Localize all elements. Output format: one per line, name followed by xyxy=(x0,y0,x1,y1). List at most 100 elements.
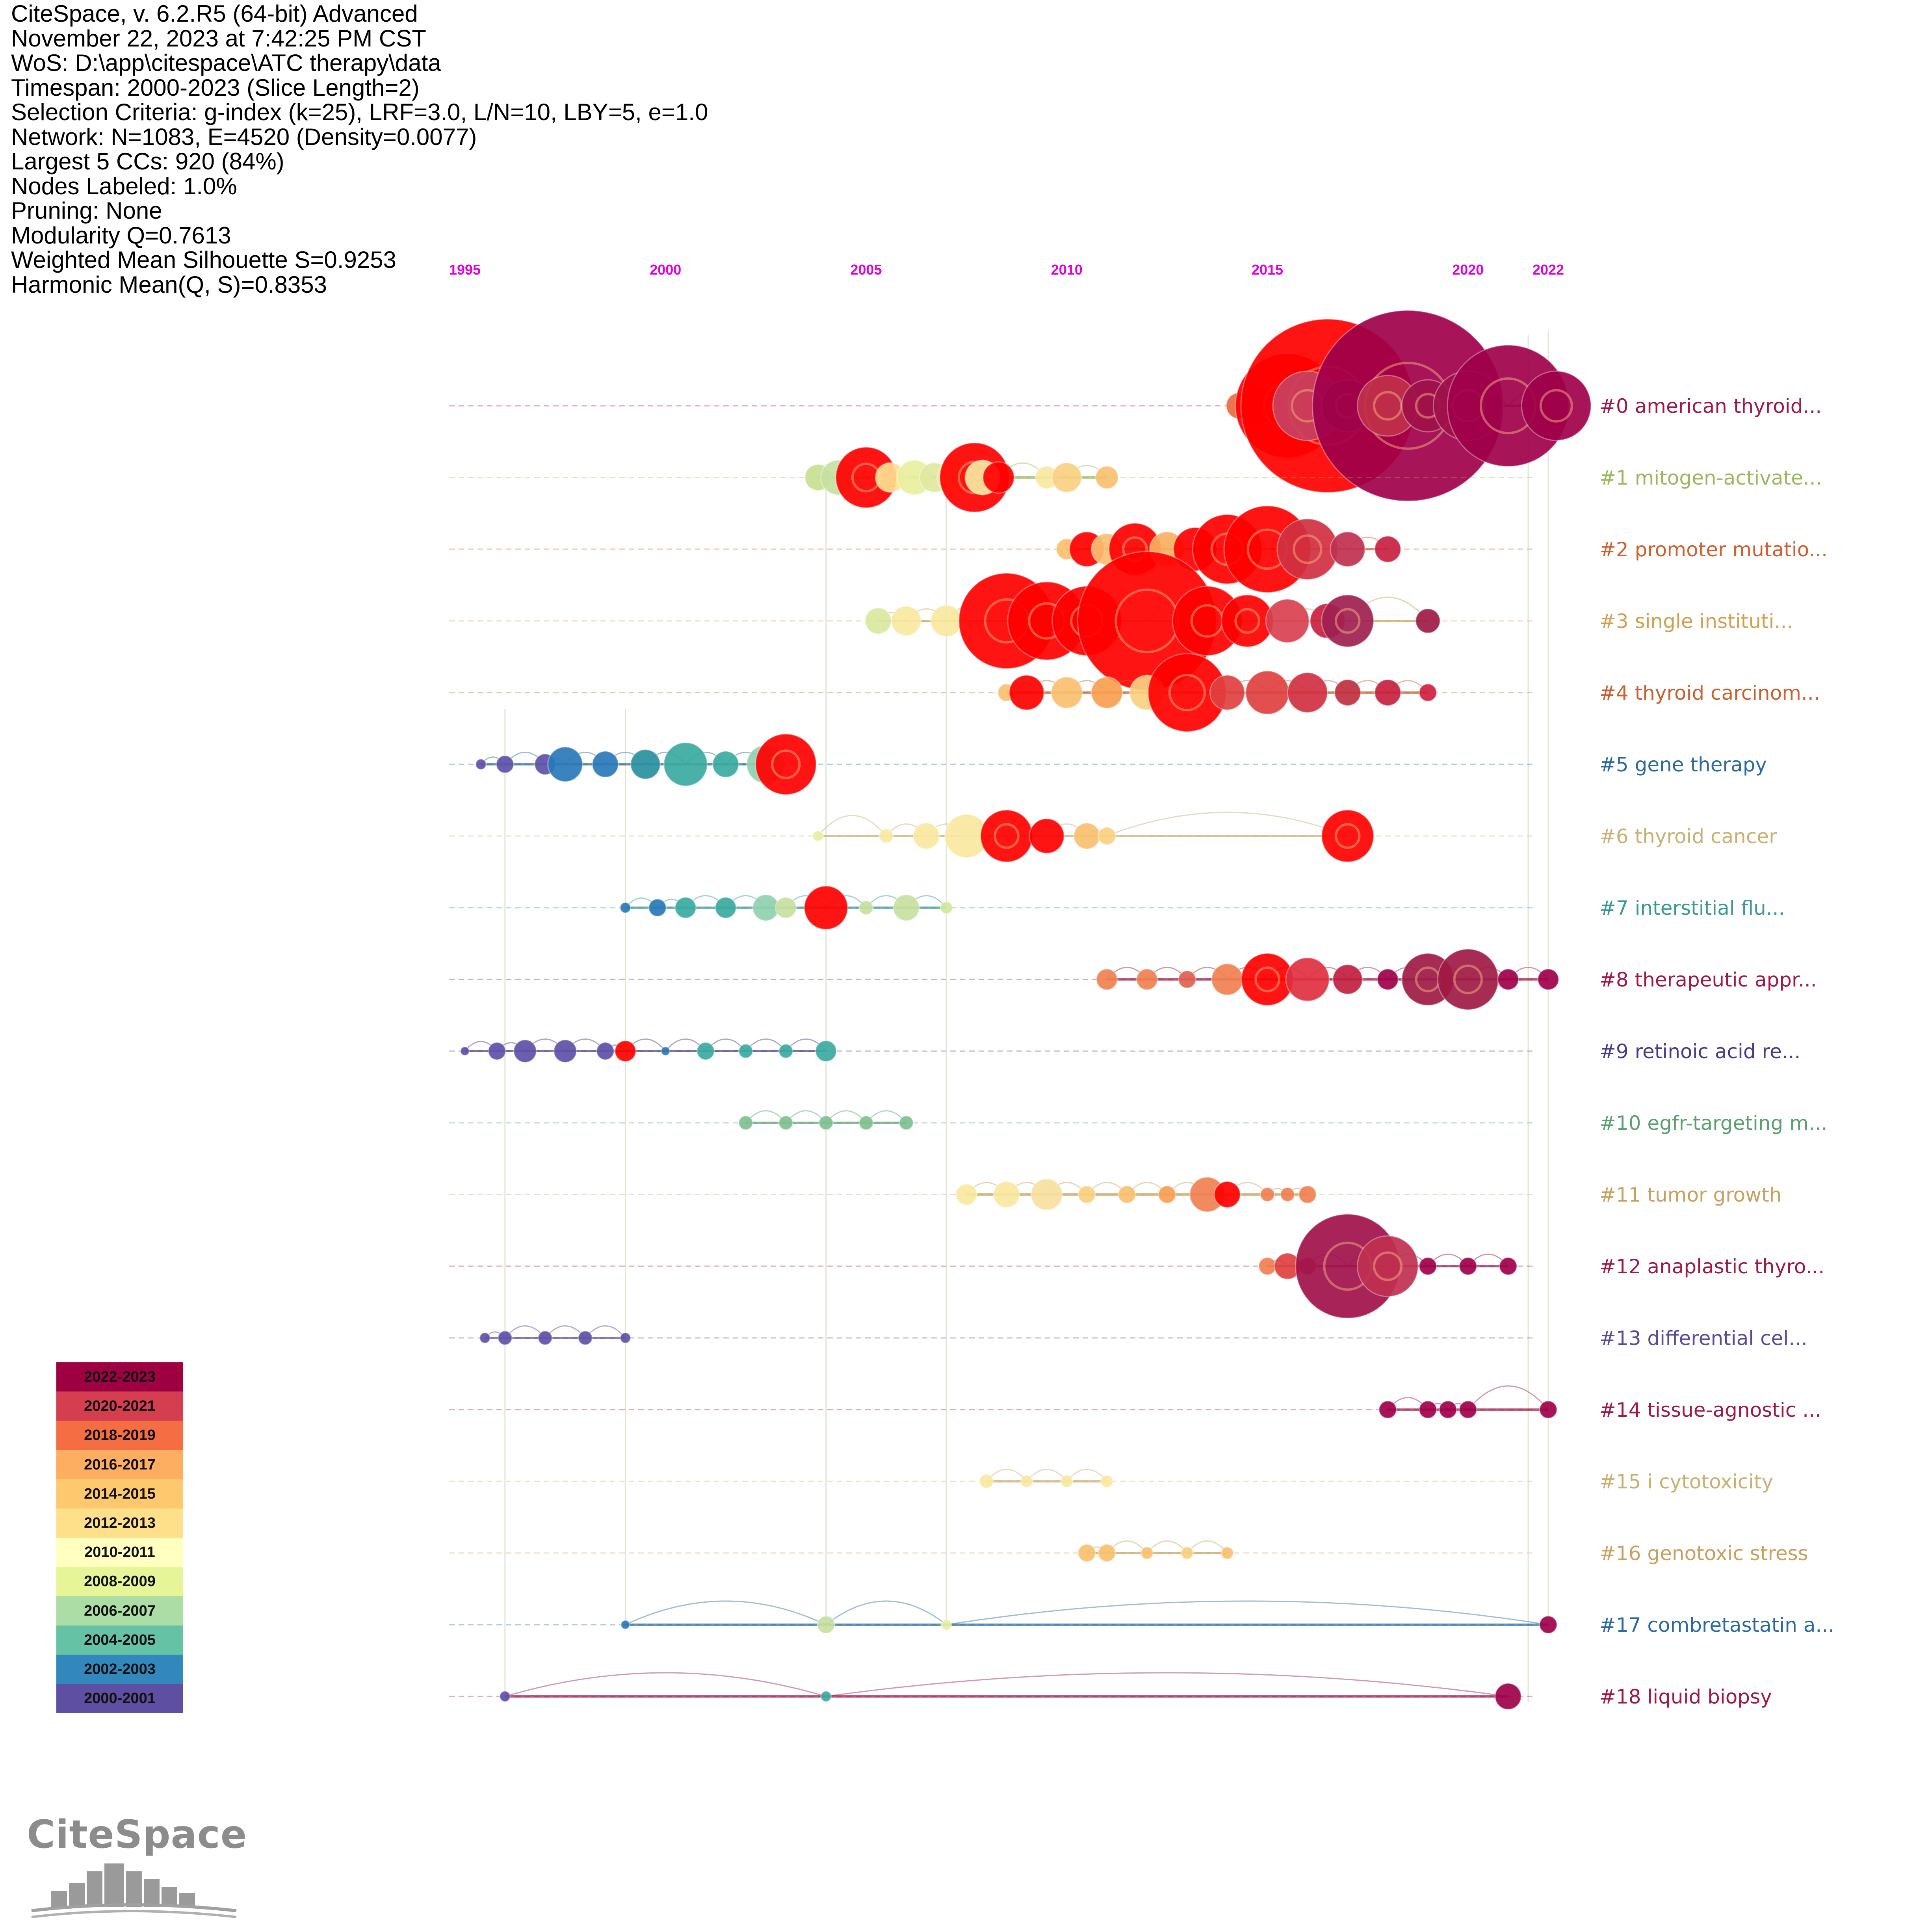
cited-reference-node[interactable] xyxy=(696,1042,715,1061)
cited-reference-node[interactable] xyxy=(1077,1185,1096,1204)
cited-reference-node[interactable] xyxy=(982,461,1015,494)
cluster-label[interactable]: #18 liquid biopsy xyxy=(1599,1685,1772,1708)
cited-reference-node[interactable] xyxy=(1494,1683,1522,1710)
cited-reference-node[interactable] xyxy=(812,830,824,842)
cited-reference-node[interactable] xyxy=(1276,518,1339,580)
cited-reference-node[interactable] xyxy=(1321,809,1375,863)
cited-reference-node[interactable] xyxy=(778,1043,793,1059)
cited-reference-node[interactable] xyxy=(537,1330,553,1346)
cluster-label[interactable]: #17 combretastatin a... xyxy=(1599,1614,1834,1637)
cited-reference-node[interactable] xyxy=(715,897,737,919)
cited-reference-node[interactable] xyxy=(648,898,667,917)
cited-reference-node[interactable] xyxy=(1090,676,1123,709)
cluster-label[interactable]: #5 gene therapy xyxy=(1599,753,1767,776)
cited-reference-node[interactable] xyxy=(738,1115,754,1131)
cluster-label[interactable]: #4 thyroid carcinom... xyxy=(1599,682,1820,704)
cited-reference-node[interactable] xyxy=(1537,968,1559,990)
cited-reference-node[interactable] xyxy=(1497,968,1519,990)
cited-reference-node[interactable] xyxy=(1287,672,1328,713)
cited-reference-node[interactable] xyxy=(547,746,583,782)
cited-reference-node[interactable] xyxy=(1060,1475,1074,1488)
cited-reference-node[interactable] xyxy=(1298,1185,1317,1204)
cited-reference-node[interactable] xyxy=(1285,957,1330,1002)
cited-reference-node[interactable] xyxy=(475,758,487,770)
cluster-label[interactable]: #10 egfr-targeting m... xyxy=(1599,1112,1828,1135)
cluster-label[interactable]: #8 therapeutic appr... xyxy=(1599,968,1817,991)
cited-reference-node[interactable] xyxy=(663,742,708,787)
cluster-label[interactable]: #13 differential cel... xyxy=(1599,1327,1807,1350)
cited-reference-node[interactable] xyxy=(1098,1544,1116,1562)
cluster-label[interactable]: #16 genotoxic stress xyxy=(1599,1542,1808,1565)
cited-reference-node[interactable] xyxy=(1458,1257,1477,1276)
cited-reference-node[interactable] xyxy=(1265,598,1310,643)
cited-reference-node[interactable] xyxy=(738,1043,754,1059)
cited-reference-node[interactable] xyxy=(979,1473,994,1489)
cited-reference-node[interactable] xyxy=(620,1620,630,1630)
cited-reference-node[interactable] xyxy=(1539,1400,1558,1419)
cited-reference-node[interactable] xyxy=(912,822,940,850)
cited-reference-node[interactable] xyxy=(955,1183,978,1206)
cluster-label[interactable]: #1 mitogen-activate... xyxy=(1599,466,1822,489)
cluster-label[interactable]: #9 retinoic acid re... xyxy=(1599,1040,1800,1063)
cited-reference-node[interactable] xyxy=(1374,535,1402,563)
cited-reference-node[interactable] xyxy=(1178,970,1196,989)
cited-reference-node[interactable] xyxy=(993,1181,1020,1208)
cited-reference-node[interactable] xyxy=(499,1690,511,1702)
cluster-label[interactable]: #14 tissue-agnostic ... xyxy=(1599,1399,1821,1421)
cited-reference-node[interactable] xyxy=(1330,531,1366,567)
cited-reference-node[interactable] xyxy=(591,751,619,778)
cited-reference-node[interactable] xyxy=(1458,1400,1477,1419)
cited-reference-node[interactable] xyxy=(1521,370,1592,441)
cited-reference-node[interactable] xyxy=(1213,1181,1241,1208)
cited-reference-node[interactable] xyxy=(1415,608,1441,634)
cited-reference-node[interactable] xyxy=(1100,1475,1114,1488)
cited-reference-node[interactable] xyxy=(1211,963,1244,996)
cited-reference-node[interactable] xyxy=(1418,683,1437,702)
cited-reference-node[interactable] xyxy=(1180,1546,1194,1560)
cited-reference-node[interactable] xyxy=(858,1115,874,1131)
cited-reference-node[interactable] xyxy=(1332,964,1363,995)
cited-reference-node[interactable] xyxy=(892,894,920,921)
cited-reference-node[interactable] xyxy=(1258,1257,1277,1276)
cited-reference-node[interactable] xyxy=(775,897,797,919)
cited-reference-node[interactable] xyxy=(1376,968,1399,990)
cited-reference-node[interactable] xyxy=(479,1332,491,1344)
cited-reference-node[interactable] xyxy=(879,828,894,844)
cited-reference-node[interactable] xyxy=(496,755,515,774)
cluster-label[interactable]: #11 tumor growth xyxy=(1599,1183,1781,1206)
cited-reference-node[interactable] xyxy=(1073,822,1101,850)
cited-reference-node[interactable] xyxy=(1334,679,1362,706)
cluster-label[interactable]: #0 american thyroid... xyxy=(1599,395,1822,418)
cluster-label[interactable]: #3 single instituti... xyxy=(1599,610,1793,633)
cited-reference-node[interactable] xyxy=(817,1615,836,1634)
cited-reference-node[interactable] xyxy=(660,1046,671,1056)
cited-reference-node[interactable] xyxy=(1096,968,1118,990)
cited-reference-node[interactable] xyxy=(674,897,697,919)
cited-reference-node[interactable] xyxy=(899,1115,914,1131)
cited-reference-node[interactable] xyxy=(1499,1257,1518,1276)
cited-reference-node[interactable] xyxy=(1321,594,1375,648)
cited-reference-node[interactable] xyxy=(1378,1400,1397,1419)
cited-reference-node[interactable] xyxy=(460,1046,470,1056)
cited-reference-node[interactable] xyxy=(930,604,963,637)
cited-reference-node[interactable] xyxy=(818,1115,834,1131)
cited-reference-node[interactable] xyxy=(1029,818,1065,854)
cluster-label[interactable]: #7 interstitial flu... xyxy=(1599,897,1785,920)
cited-reference-node[interactable] xyxy=(1418,1400,1437,1419)
cluster-label[interactable]: #15 i cytotoxicity xyxy=(1599,1470,1773,1493)
cited-reference-node[interactable] xyxy=(1098,827,1116,845)
cited-reference-node[interactable] xyxy=(1157,1185,1176,1204)
cited-reference-node[interactable] xyxy=(487,1042,506,1061)
cited-reference-node[interactable] xyxy=(614,1040,637,1062)
cited-reference-node[interactable] xyxy=(1245,670,1290,715)
cited-reference-node[interactable] xyxy=(1051,462,1082,493)
cited-reference-node[interactable] xyxy=(596,1042,615,1061)
cited-reference-node[interactable] xyxy=(619,902,632,914)
cited-reference-node[interactable] xyxy=(1140,1546,1154,1560)
cited-reference-node[interactable] xyxy=(940,1619,952,1631)
cited-reference-node[interactable] xyxy=(1009,674,1045,711)
cited-reference-node[interactable] xyxy=(1357,1235,1419,1297)
cited-reference-node[interactable] xyxy=(804,885,849,930)
cited-reference-node[interactable] xyxy=(1438,1400,1457,1419)
cited-reference-node[interactable] xyxy=(553,1039,577,1063)
